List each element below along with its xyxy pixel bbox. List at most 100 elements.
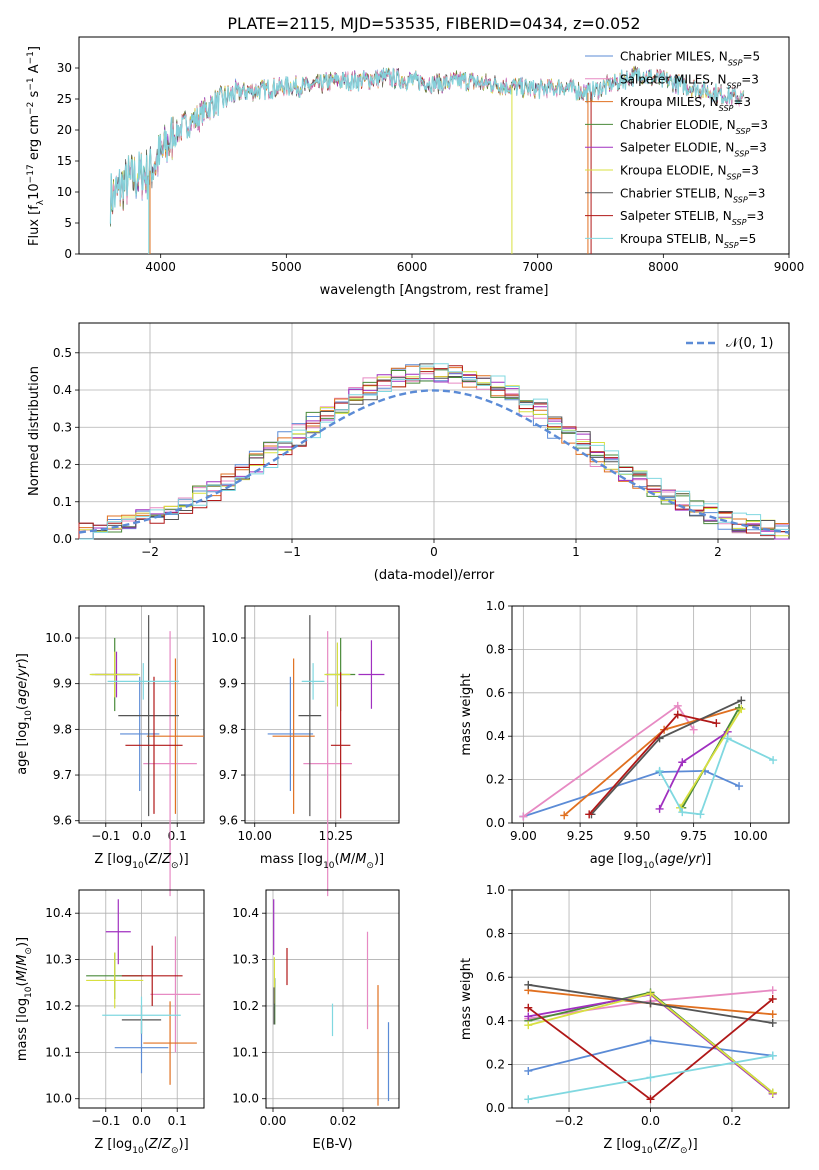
weight-marker xyxy=(768,1010,777,1019)
errorbar-chabrier-stelib xyxy=(118,615,179,817)
errorbar-salpeter-miles xyxy=(303,631,352,897)
residuals-ytick-label: 0.0 xyxy=(53,532,72,546)
z-age-axes xyxy=(75,606,204,827)
spectrum-xtick-label: 7000 xyxy=(522,260,553,274)
z-age-frame xyxy=(78,605,205,824)
ebv-axes xyxy=(262,890,399,1112)
spectrum-ytick-label: 0 xyxy=(64,247,72,261)
spectrum-xtick-label: 9000 xyxy=(774,260,805,274)
weight-marker xyxy=(524,1003,533,1012)
age-weight-xtick-label: 9.75 xyxy=(680,829,707,843)
errorbar-chabrier-stelib xyxy=(298,615,322,817)
weight-marker xyxy=(524,1095,533,1104)
weight-marker xyxy=(673,710,682,719)
weight-marker xyxy=(678,808,687,817)
errorbar-kroupa-miles xyxy=(272,658,315,814)
mass-age-xlabel: mass [log10(M/M⊙)] xyxy=(260,852,384,871)
spectrum-legend-label: Salpeter STELIB, NSSP=3 xyxy=(620,209,764,227)
spectrum-ylabel: Flux [fλ10−17 erg cm−2 s−1 A−1] xyxy=(26,46,46,246)
errorbar-kroupa-miles xyxy=(146,658,204,814)
weight-marker xyxy=(768,995,777,1003)
mass-age-frame xyxy=(244,605,400,824)
weight-marker xyxy=(737,705,746,714)
weight-marker xyxy=(646,1036,655,1045)
z-age-ytick-label: 10.0 xyxy=(45,631,72,645)
spectrum-legend-label: Chabrier STELIB, NSSP=3 xyxy=(620,186,765,204)
z-mass-frame xyxy=(78,889,205,1109)
spectrum-ytick-label: 15 xyxy=(57,154,72,168)
z-age-ytick-label: 9.8 xyxy=(53,722,72,736)
z-age-ytick-label: 9.9 xyxy=(53,677,72,691)
spectrum-xtick-label: 5000 xyxy=(271,260,302,274)
age-weight-xtick-label: 9.00 xyxy=(510,829,537,843)
weight-marker xyxy=(689,725,698,734)
errorbar-chabrier-miles xyxy=(267,676,314,792)
weight-marker xyxy=(655,766,664,775)
spectrum-legend-label: Kroupa STELIB, NSSP=5 xyxy=(620,232,756,250)
weight-line-chabrier-miles xyxy=(523,769,740,818)
weight-marker xyxy=(646,1073,655,1082)
spectrum-ytick-label: 5 xyxy=(64,216,72,230)
weight-marker xyxy=(524,980,533,989)
z-weight-ytick-label: 0.6 xyxy=(486,970,505,984)
z-age-ytick-label: 9.7 xyxy=(53,768,72,782)
errorbar-chabrier-miles xyxy=(120,676,160,792)
z-weight-ytick-label: 0.4 xyxy=(486,1014,505,1028)
z-mass-ytick-label: 10.1 xyxy=(45,1045,72,1059)
spectrum-frame xyxy=(78,36,790,255)
errorbar-salpeter-miles xyxy=(143,631,197,897)
errorbar-salpeter-stelib xyxy=(330,672,351,819)
z-weight-xlabel: Z [log10(Z/Z⊙)] xyxy=(603,1137,697,1156)
errorbar-salpeter-miles xyxy=(150,936,201,1053)
ebv-ytick-label: 10.3 xyxy=(232,953,259,967)
weight-marker xyxy=(519,812,528,821)
spectrum-legend-label: Kroupa MILES, NSSP=3 xyxy=(620,95,751,113)
residual-xlabel: (data-model)/error xyxy=(374,568,495,583)
weight-marker xyxy=(524,1021,533,1030)
z-weight-ylabel: mass weight xyxy=(459,958,474,1040)
z-mass-ytick-label: 10.2 xyxy=(45,999,72,1013)
residual-ylabel: Normed distribution xyxy=(27,366,42,496)
age-weight-ytick-label: 0.8 xyxy=(486,642,505,656)
age-weight-ytick-label: 1.0 xyxy=(486,599,505,613)
weight-marker xyxy=(768,1088,777,1097)
ebv-ytick-label: 10.4 xyxy=(232,906,259,920)
age-weight-xlabel: age [log10(age/yr)] xyxy=(590,852,712,871)
weight-marker xyxy=(768,1018,777,1027)
ebv-xtick-label: 0.00 xyxy=(260,1114,287,1128)
ebv-xlabel: E(B-V) xyxy=(312,1137,352,1152)
errorbar-kroupa-elodie xyxy=(89,651,140,698)
ebv-xtick-label: 0.02 xyxy=(330,1114,357,1128)
spectrum-legend-label: Salpeter MILES, NSSP=3 xyxy=(620,72,759,90)
weight-marker xyxy=(524,1066,533,1075)
weight-marker xyxy=(673,701,682,710)
z-weight-ytick-label: 0.0 xyxy=(486,1101,505,1115)
mass-age-axes xyxy=(241,606,399,827)
mass-age-xtick-label: 10.00 xyxy=(238,829,272,843)
errorbar-kroupa-stelib xyxy=(301,663,325,700)
spectrum-line-kroupa-stelib xyxy=(109,68,745,224)
mass-age-ytick-label: 9.9 xyxy=(219,677,238,691)
ebv-ytick-label: 10.1 xyxy=(232,1045,259,1059)
z-age-xtick-label: 0.1 xyxy=(168,829,187,843)
z-age-xtick-label: 0.0 xyxy=(132,829,151,843)
weight-marker xyxy=(560,811,569,820)
weight-marker xyxy=(735,782,744,791)
z-weight-xtick-label: −0.2 xyxy=(554,1114,583,1128)
normal-curve xyxy=(78,389,790,534)
z-age-xtick-label: −0.1 xyxy=(91,829,120,843)
errorbar-salpeter-stelib xyxy=(125,676,183,814)
mass-age-xtick-label: 10.25 xyxy=(319,829,353,843)
weight-marker xyxy=(646,1095,655,1104)
age-weight-ytick-label: 0.2 xyxy=(486,773,505,787)
residuals-ytick-label: 0.5 xyxy=(53,346,72,360)
residual-hist-kroupa-stelib xyxy=(79,363,789,540)
errorbar-kroupa-miles xyxy=(143,1001,197,1085)
mass-age-ytick-label: 9.8 xyxy=(219,722,238,736)
z-mass-ytick-label: 10.4 xyxy=(45,906,72,920)
weight-marker xyxy=(678,758,687,767)
spectrum-xtick-label: 6000 xyxy=(397,260,428,274)
z-mass-xtick-label: 0.0 xyxy=(132,1114,151,1128)
z-age-xlabel: Z [log10(Z/Z⊙)] xyxy=(94,852,188,871)
